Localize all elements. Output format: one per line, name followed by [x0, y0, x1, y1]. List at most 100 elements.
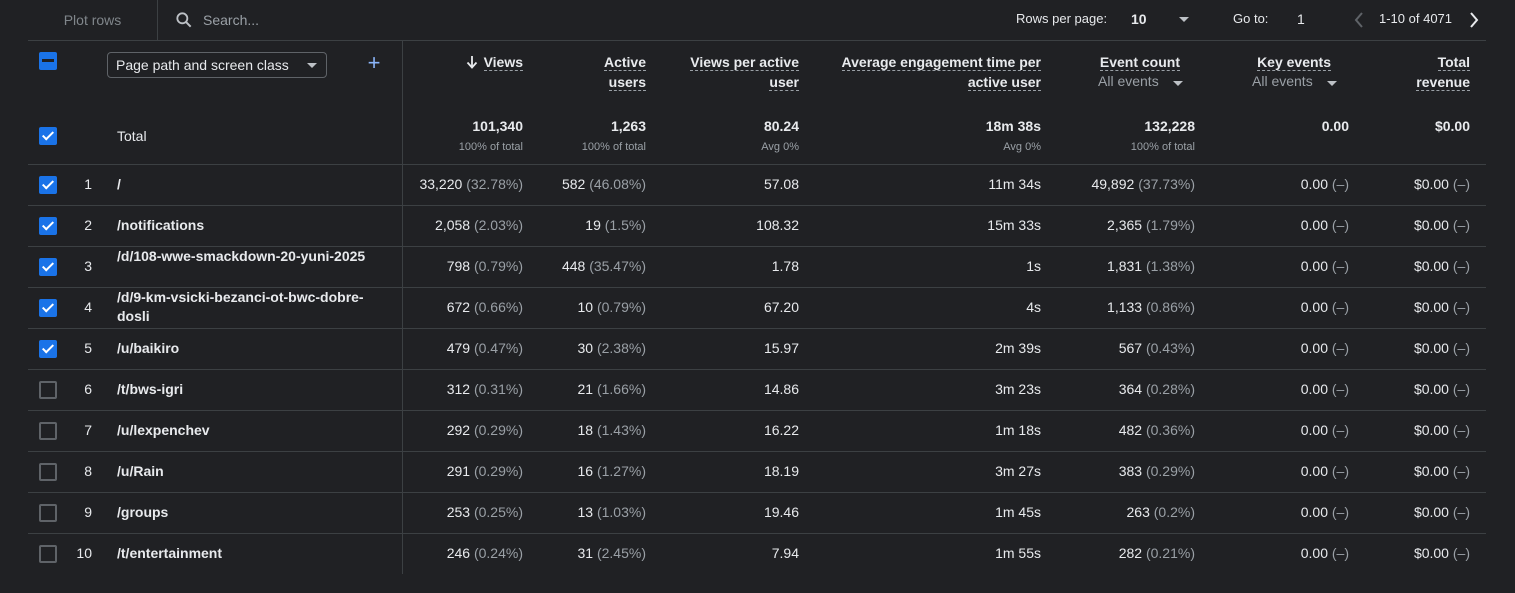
search-box[interactable] [174, 10, 403, 30]
row-active-users: 582 (46.08%) [526, 176, 646, 192]
column-header-views-per-user[interactable]: Views per active user [660, 52, 799, 92]
row-engagement-time: 1m 45s [820, 504, 1041, 520]
row-page-path[interactable]: /u/lexpenchev [117, 422, 210, 438]
dimension-select[interactable]: Page path and screen class [107, 52, 327, 78]
rows-per-page-select[interactable]: 10 [1131, 11, 1147, 27]
add-dimension-icon[interactable]: + [367, 50, 381, 75]
row-active-users-pct: (46.08%) [589, 176, 646, 192]
row-key-events-pct: (–) [1331, 217, 1349, 233]
row-active-users-pct: (35.47%) [589, 258, 646, 274]
row-views-per-user-value: 16.22 [763, 422, 799, 438]
row-active-users-value: 10 [577, 299, 594, 315]
row-active-users: 21 (1.66%) [526, 381, 647, 397]
row-event-count-pct: (0.43%) [1145, 340, 1195, 356]
row-page-path[interactable]: /groups [117, 504, 169, 520]
event-count-filter-select[interactable]: All events [1098, 73, 1159, 89]
row-revenue-value: $0.00 [1413, 340, 1449, 356]
column-header-total-revenue[interactable]: Total revenue [1380, 52, 1470, 92]
row-checkbox[interactable] [39, 545, 57, 563]
row-page-path[interactable]: /d/108-wwe-smackdown-20-yuni-2025 [117, 248, 366, 264]
row-views-pct: (0.66%) [473, 299, 523, 315]
row-event-count-pct: (0.29%) [1145, 463, 1195, 479]
row-revenue: $0.00 (–) [1360, 299, 1470, 315]
row-event-count-value: 482 [1118, 422, 1143, 438]
column-header-active-users[interactable]: Active users [546, 52, 646, 92]
row-divider [28, 369, 1486, 370]
row-page-path[interactable]: /d/9-km-vsicki-bezanci-ot-bwc-dobre-dosl… [117, 289, 364, 324]
plot-rows-button[interactable]: Plot rows [28, 0, 158, 40]
totals-label: Total [117, 128, 147, 144]
row-index: 4 [84, 299, 92, 315]
row-revenue: $0.00 (–) [1360, 340, 1470, 356]
chevron-right-icon[interactable] [1467, 11, 1481, 29]
row-key-events-value: 0.00 [1300, 545, 1328, 561]
column-header-engagement-time[interactable]: Average engagement time per active user [820, 52, 1041, 92]
rows-per-page-caret-icon[interactable] [1179, 17, 1189, 22]
column-header-event-count[interactable]: Event count [1060, 52, 1180, 72]
search-input[interactable] [203, 12, 403, 28]
row-views-value: 246 [446, 545, 471, 561]
row-engagement-time: 1m 55s [820, 545, 1041, 561]
row-revenue-pct: (–) [1452, 381, 1470, 397]
row-checkbox[interactable] [39, 217, 57, 235]
row-event-count-value: 364 [1118, 381, 1143, 397]
total-views: 101,340 [472, 118, 523, 134]
row-views-per-user: 19.46 [660, 504, 799, 520]
row-checkbox[interactable] [39, 299, 57, 317]
row-views-per-user: 7.94 [660, 545, 799, 561]
data-table [28, 40, 1486, 575]
row-event-count-value: 383 [1118, 463, 1143, 479]
column-header-key-events[interactable]: Key events [1210, 52, 1331, 72]
column-header-views[interactable]: Views [430, 52, 523, 72]
row-key-events-pct: (–) [1331, 258, 1349, 274]
row-page-path[interactable]: /u/baikiro [117, 340, 180, 356]
row-event-count-pct: (0.28%) [1145, 381, 1195, 397]
row-checkbox[interactable] [39, 381, 57, 399]
total-key-events: 0.00 [1321, 118, 1349, 134]
totals-checkbox[interactable] [39, 127, 57, 145]
event-count-filter-label: All events [1098, 73, 1159, 89]
row-page-path[interactable]: /u/Rain [117, 463, 164, 479]
row-checkbox[interactable] [39, 463, 57, 481]
row-key-events: 0.00 (–) [1220, 340, 1349, 356]
chevron-left-icon[interactable] [1352, 11, 1366, 29]
total-event-count-share: 100% of total [1130, 141, 1195, 153]
row-checkbox[interactable] [39, 258, 57, 276]
row-index: 9 [84, 504, 92, 520]
row-key-events-pct: (–) [1331, 545, 1349, 561]
row-checkbox[interactable] [39, 176, 57, 194]
row-page-path[interactable]: /t/entertainment [117, 545, 223, 561]
row-views: 292 (0.29%) [403, 422, 523, 438]
row-event-count-pct: (0.36%) [1145, 422, 1195, 438]
row-views-value: 2,058 [435, 217, 471, 233]
row-event-count-pct: (37.73%) [1138, 176, 1195, 192]
row-engagement-time-value: 11m 34s [988, 176, 1041, 192]
row-checkbox[interactable] [39, 504, 57, 522]
row-key-events-value: 0.00 [1300, 381, 1328, 397]
row-checkbox[interactable] [39, 422, 57, 440]
row-revenue-value: $0.00 [1413, 258, 1449, 274]
key-events-filter-select[interactable]: All events [1252, 73, 1313, 89]
row-event-count-value: 1,133 [1107, 299, 1143, 315]
select-all-checkbox[interactable] [39, 52, 57, 70]
row-revenue-pct: (–) [1452, 258, 1470, 274]
row-divider [28, 205, 1486, 206]
row-revenue: $0.00 (–) [1360, 176, 1470, 192]
row-revenue-value: $0.00 [1413, 463, 1449, 479]
goto-page-input[interactable]: 1 [1297, 11, 1305, 27]
row-event-count-value: 1,831 [1107, 258, 1143, 274]
row-divider [28, 164, 1486, 165]
row-checkbox[interactable] [39, 340, 57, 358]
total-active-users: 1,263 [610, 118, 646, 134]
row-key-events-value: 0.00 [1300, 422, 1328, 438]
row-page-path[interactable]: /t/bws-igri [117, 381, 184, 397]
row-key-events-value: 0.00 [1300, 176, 1328, 192]
key-events-caret-icon[interactable] [1327, 81, 1337, 86]
row-engagement-time-value: 2m 39s [995, 340, 1041, 356]
row-page-path[interactable]: /notifications [117, 217, 205, 233]
row-views-per-user-value: 14.86 [763, 381, 799, 397]
row-key-events-value: 0.00 [1300, 217, 1328, 233]
event-count-caret-icon[interactable] [1173, 81, 1183, 86]
row-page-path[interactable]: / [117, 176, 121, 192]
row-views-per-user-value: 57.08 [763, 176, 799, 192]
